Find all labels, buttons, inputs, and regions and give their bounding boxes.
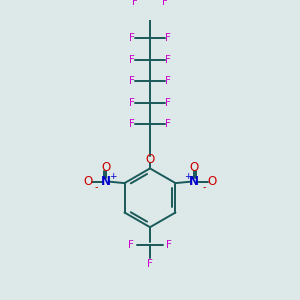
Text: +: + <box>184 172 191 181</box>
Text: F: F <box>128 240 134 250</box>
Text: F: F <box>165 98 171 108</box>
Text: F: F <box>165 33 171 43</box>
Text: F: F <box>165 76 171 86</box>
Text: F: F <box>129 55 135 65</box>
Text: +: + <box>109 172 116 181</box>
Text: O: O <box>207 175 217 188</box>
Text: F: F <box>129 98 135 108</box>
Text: F: F <box>162 0 168 7</box>
Text: O: O <box>83 175 93 188</box>
Text: F: F <box>129 33 135 43</box>
Text: F: F <box>129 76 135 86</box>
Text: O: O <box>146 153 154 166</box>
Text: F: F <box>132 0 138 7</box>
Text: -: - <box>202 182 206 192</box>
Text: F: F <box>147 259 153 269</box>
Text: F: F <box>166 240 172 250</box>
Text: O: O <box>102 161 111 174</box>
Text: F: F <box>165 55 171 65</box>
Text: F: F <box>165 119 171 130</box>
Text: F: F <box>129 119 135 130</box>
Text: O: O <box>189 161 198 174</box>
Text: N: N <box>189 175 199 188</box>
Text: -: - <box>94 182 98 192</box>
Text: N: N <box>101 175 111 188</box>
